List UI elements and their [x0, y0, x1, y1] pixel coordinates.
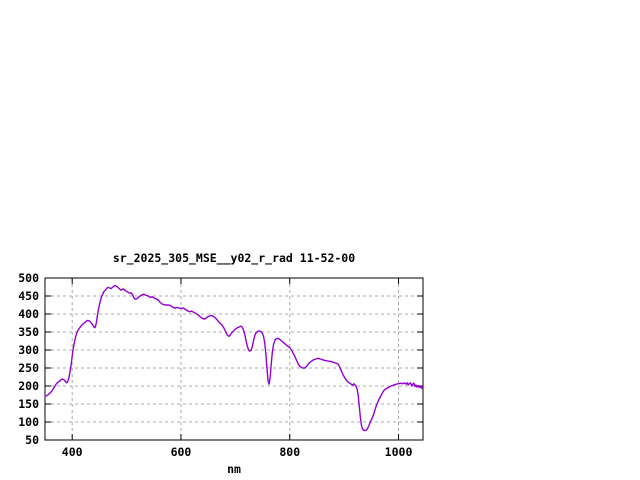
y-tick-label: 50 — [25, 433, 39, 447]
y-tick-label: 250 — [18, 361, 39, 375]
x-tick-label: 600 — [171, 445, 192, 459]
y-tick-label: 300 — [18, 343, 39, 357]
plot-frame — [44, 277, 424, 441]
y-tick-label: 350 — [18, 325, 39, 339]
y-tick-label: 150 — [18, 397, 39, 411]
x-tick-label: 800 — [279, 445, 300, 459]
x-tick-label: 400 — [62, 445, 83, 459]
spectrum-line — [44, 284, 424, 432]
chart-title: sr_2025_305_MSE__y02_r_rad 11-52-00 — [112, 251, 356, 265]
y-tick-label: 450 — [18, 289, 39, 303]
y-tick-label: 500 — [18, 271, 39, 285]
x-axis-label: nm — [227, 462, 241, 476]
y-tick-label: 100 — [18, 415, 39, 429]
y-tick-label: 200 — [18, 379, 39, 393]
y-tick-label: 400 — [18, 307, 39, 321]
x-tick-label: 1000 — [385, 445, 413, 459]
